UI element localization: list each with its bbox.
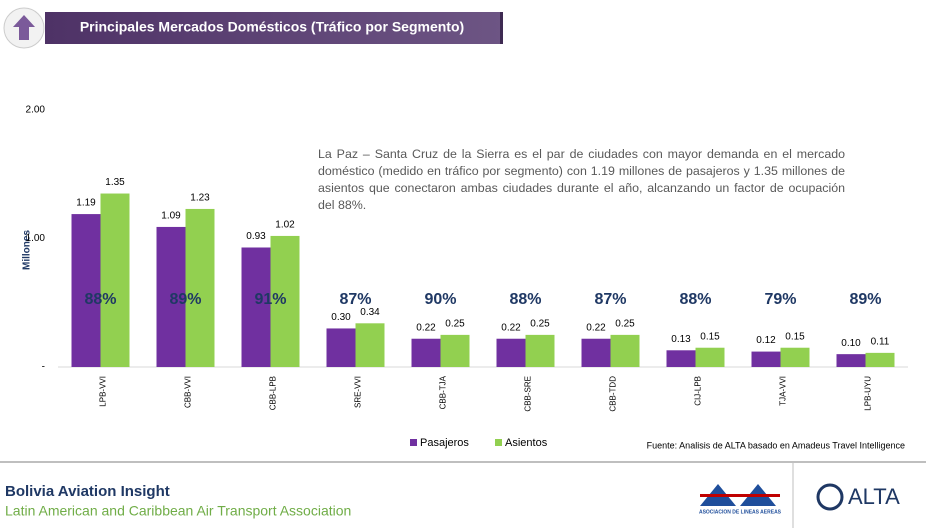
source-note: Fuente: Analisis de ALTA basado en Amade…: [647, 440, 905, 450]
bar: [270, 235, 300, 367]
bar-value-label: 0.93: [246, 231, 266, 242]
x-tick-label: TJA-VVI: [779, 376, 788, 406]
legend-label: Pasajeros: [420, 437, 469, 449]
bar: [326, 328, 356, 367]
page-title: Principales Mercados Domésticos (Tráfico…: [80, 19, 464, 35]
x-tick-label: SRE-VVI: [354, 376, 363, 408]
x-tick-label: CBB-TJA: [439, 375, 448, 409]
bar: [355, 323, 385, 367]
bar: [440, 334, 470, 367]
title-banner-edge: [500, 12, 503, 44]
load-factor-label: 88%: [84, 291, 116, 308]
legend-label: Asientos: [505, 437, 548, 449]
y-axis-label: Millones: [22, 230, 33, 270]
y-tick-label: 1.00: [26, 233, 46, 244]
bar-value-label: 0.15: [700, 331, 720, 342]
bar: [695, 347, 725, 367]
bar: [780, 347, 810, 367]
bar: [411, 338, 441, 367]
load-factor-label: 89%: [169, 291, 201, 308]
x-tick-label: LPB-UYU: [864, 376, 873, 411]
x-tick-label: CBB-LPB: [269, 376, 278, 410]
bar-value-label: 1.35: [105, 177, 125, 188]
bar: [610, 334, 640, 367]
load-factor-label: 88%: [509, 291, 541, 308]
bar-value-label: 1.02: [275, 220, 295, 231]
bar: [241, 247, 271, 367]
load-factor-label: 90%: [424, 291, 456, 308]
load-factor-label: 89%: [849, 291, 881, 308]
up-arrow-icon: [13, 15, 35, 40]
bar-value-label: 0.22: [586, 322, 606, 333]
bar: [496, 338, 526, 367]
bar: [525, 334, 555, 367]
alta-logo-text: ALTA: [848, 484, 900, 509]
annotation: La Paz – Santa Cruz de la Sierra es el p…: [318, 147, 845, 212]
bar: [581, 338, 611, 367]
bar-value-label: 0.11: [871, 337, 890, 348]
bar: [156, 226, 186, 367]
x-tick-label: LPB-VVI: [99, 376, 108, 407]
load-factor-label: 79%: [764, 291, 796, 308]
bar: [865, 352, 895, 367]
legend-swatch: [495, 439, 502, 446]
bar-value-label: 0.10: [841, 338, 861, 349]
association-logo: [700, 484, 776, 506]
bar-value-label: 0.12: [756, 335, 776, 346]
bar-value-label: 0.30: [331, 312, 351, 323]
association-logo-stripe: [700, 494, 780, 497]
association-logo-caption: ASOCIACION DE LINEAS AEREAS: [699, 509, 782, 515]
x-tick-label: CBB-VVI: [184, 376, 193, 408]
bar-value-label: 1.09: [161, 211, 181, 222]
footer-title: Bolivia Aviation Insight: [5, 483, 170, 500]
load-factor-label: 87%: [339, 291, 371, 308]
bar-value-label: 1.23: [190, 193, 210, 204]
bar-value-label: 0.25: [445, 319, 465, 330]
bar: [666, 350, 696, 367]
bar: [100, 193, 130, 367]
bar-value-label: 0.22: [416, 322, 436, 333]
bar-value-label: 0.34: [360, 307, 380, 318]
bar-value-label: 0.25: [530, 319, 550, 330]
x-tick-label: CIJ-LPB: [694, 376, 703, 406]
bar-value-label: 0.25: [615, 319, 635, 330]
bar-value-label: 0.22: [501, 322, 521, 333]
y-tick-label: 2.00: [26, 105, 46, 116]
load-factor-label: 91%: [254, 291, 286, 308]
bar-value-label: 1.19: [76, 198, 96, 209]
footer-subtitle: Latin American and Caribbean Air Transpo…: [5, 503, 351, 519]
legend-swatch: [410, 439, 417, 446]
bar-value-label: 0.13: [671, 334, 691, 345]
x-tick-label: CBB-SRE: [524, 376, 533, 412]
bar: [71, 214, 101, 367]
bar-value-label: 0.15: [785, 331, 805, 342]
x-tick-label: CBB-TDD: [609, 376, 618, 412]
alta-logo-icon: [816, 483, 844, 511]
bar: [751, 351, 781, 367]
load-factor-label: 88%: [679, 291, 711, 308]
bar: [836, 354, 866, 367]
title-banner: [45, 12, 502, 44]
bar: [185, 208, 215, 367]
y-tick-label: -: [42, 362, 45, 373]
load-factor-label: 87%: [594, 291, 626, 308]
